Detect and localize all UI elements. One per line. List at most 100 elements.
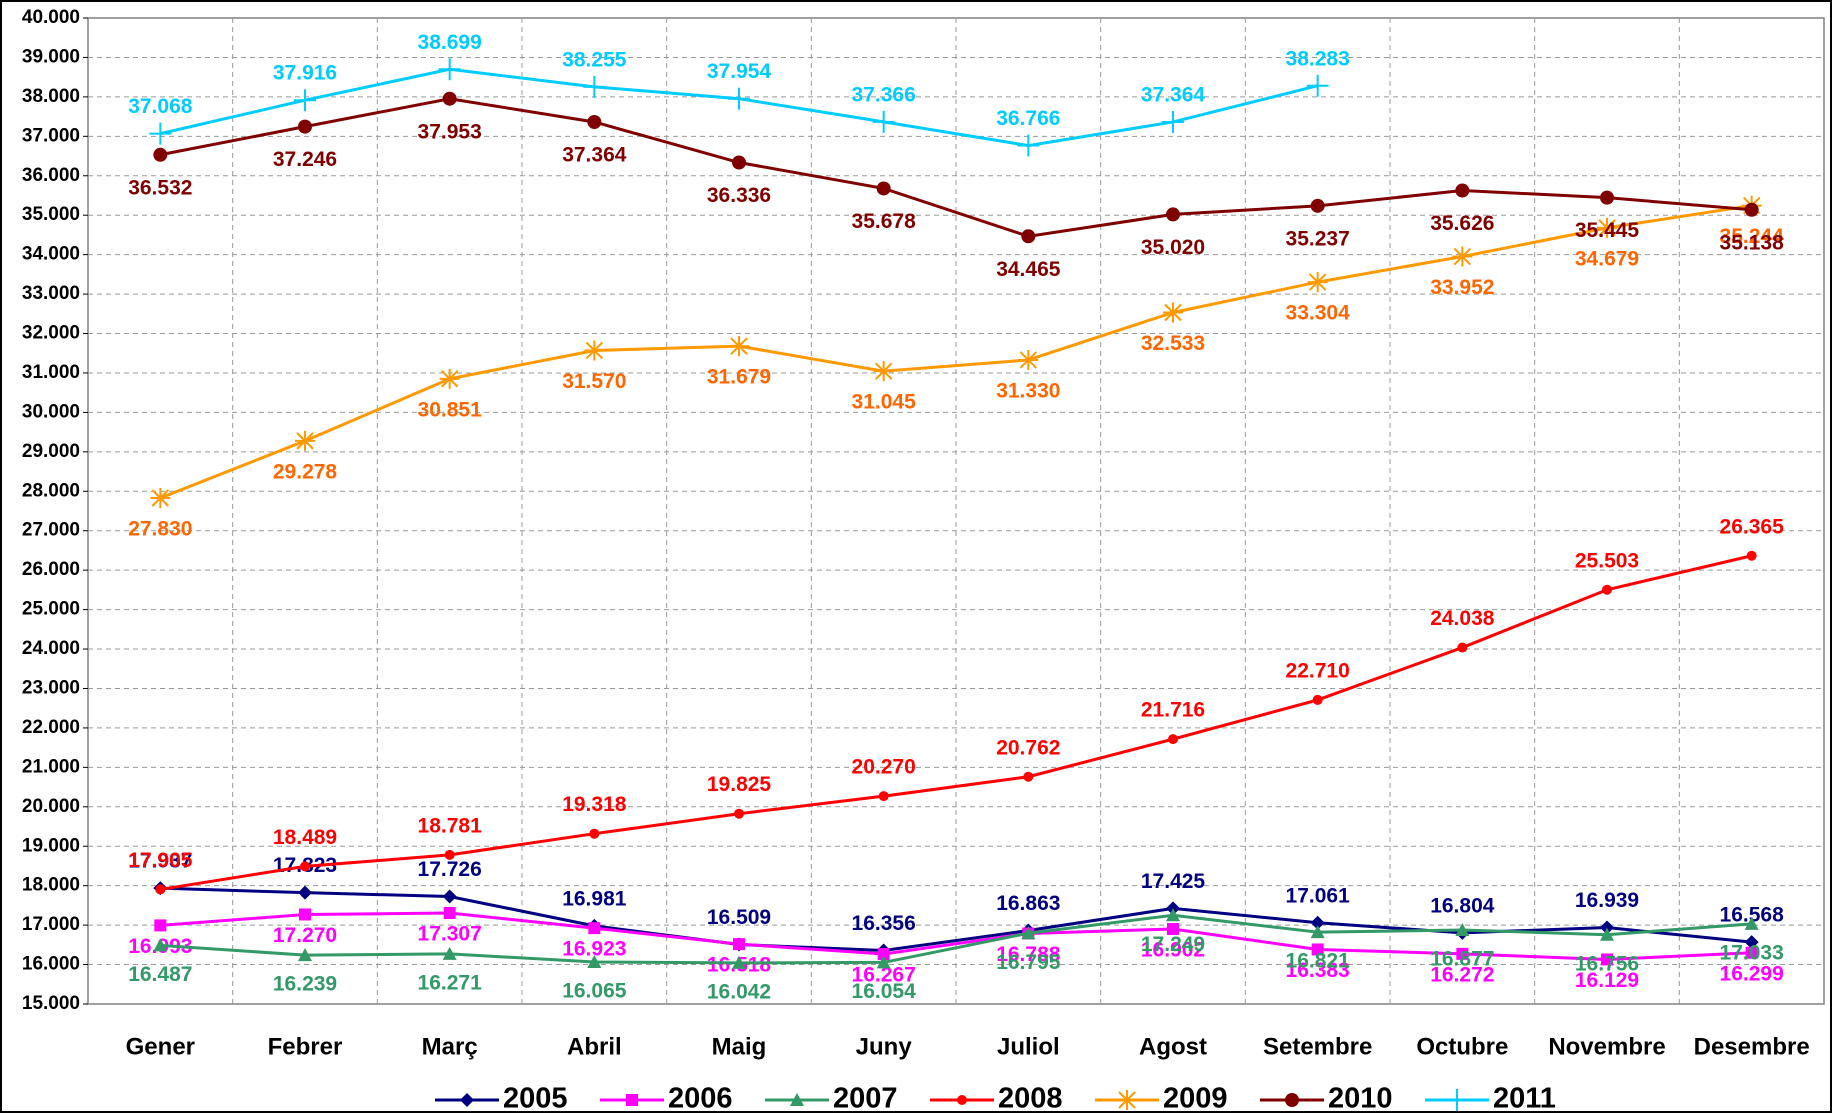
value-label: 37.916 [273,62,337,85]
point-marker [1023,771,1034,782]
value-label: 16.065 [562,980,627,1003]
value-label: 17.726 [418,858,482,881]
value-label: 17.249 [1141,933,1205,956]
x-tick-label: Setembre [1263,1033,1372,1060]
value-label: 36.532 [128,176,192,199]
value-label: 16.923 [562,938,626,961]
x-tick-label: Abril [567,1033,622,1060]
value-label: 17.425 [1141,870,1206,893]
point-marker [1312,694,1323,705]
point-marker [298,119,312,134]
value-label: 16.271 [418,971,483,994]
y-tick-label: 37.000 [22,125,80,146]
value-label: 16.267 [852,964,916,987]
point-marker [584,340,605,361]
x-tick-label: Octubre [1416,1033,1508,1060]
x-tick-label: Juliol [997,1033,1060,1060]
value-label: 18.489 [273,826,337,849]
x-tick-label: Febrer [268,1033,343,1060]
x-tick-label: Gener [126,1033,195,1060]
value-label: 37.953 [418,120,482,143]
point-marker [1455,922,1470,936]
point-marker [443,907,456,920]
point-marker [1021,926,1036,940]
y-tick-label: 20.000 [22,796,80,817]
point-marker [444,849,455,860]
point-marker [1310,925,1325,939]
y-tick-label: 22.000 [22,717,80,738]
value-label: 16.054 [852,980,917,1003]
value-label: 26.365 [1720,515,1785,538]
point-marker [1310,198,1325,213]
value-label: 35.678 [852,210,917,233]
value-label: 35.445 [1575,219,1640,242]
value-label: 16.129 [1575,969,1639,992]
point-marker [728,87,750,110]
value-label: 37.364 [562,144,627,167]
point-marker [1602,584,1612,595]
legend-marker [1285,1093,1299,1107]
value-label: 31.330 [996,379,1060,402]
point-marker [583,75,606,98]
point-marker [298,948,312,962]
point-marker [153,147,168,162]
point-marker [442,946,457,960]
point-marker [300,861,310,872]
point-marker [442,91,457,106]
point-marker [1744,916,1759,930]
y-tick-label: 23.000 [22,677,80,698]
y-tick-label: 26.000 [22,559,80,580]
value-label: 32.533 [1141,332,1205,355]
value-label: 27.830 [128,518,192,541]
value-label: 16.487 [128,963,192,986]
point-marker [1168,734,1178,745]
x-tick-label: Maig [712,1033,767,1060]
series-line [160,911,1752,961]
value-label: 35.237 [1286,227,1350,250]
point-marker [876,955,891,969]
legend-marker [1446,1089,1468,1111]
y-tick-label: 34.000 [22,244,80,265]
point-marker [733,938,745,951]
value-label: 38.283 [1286,47,1350,70]
y-tick-label: 17.000 [22,914,80,935]
point-marker [1746,550,1757,561]
point-marker [1306,74,1329,97]
point-marker [1601,953,1613,966]
legend-label: 2010 [1328,1083,1393,1113]
y-tick-label: 28.000 [22,480,80,501]
value-label: 16.356 [852,912,916,935]
value-label: 16.568 [1720,904,1785,927]
y-tick-label: 24.000 [22,638,80,659]
point-marker [150,487,171,508]
value-label: 17.905 [128,849,193,872]
series-line [160,554,1753,891]
x-tick-label: Març [422,1033,478,1060]
point-marker [878,791,889,802]
y-tick-label: 18.000 [22,875,80,896]
point-marker [1597,217,1617,238]
point-marker [1018,349,1039,370]
value-label: 36.336 [707,184,771,207]
y-tick-label: 29.000 [22,441,80,462]
point-marker [732,155,746,170]
series-line [160,97,1752,238]
point-marker [299,908,311,921]
point-marker [1162,110,1184,133]
point-marker [1311,943,1324,956]
value-label: 16.795 [996,951,1061,974]
point-marker [1457,642,1468,653]
value-label: 34.465 [996,258,1061,281]
value-label: 19.318 [562,793,627,816]
value-label: 16.299 [1720,962,1784,985]
value-label: 20.270 [852,756,916,779]
y-tick-label: 33.000 [22,283,80,304]
y-tick-label: 25.000 [22,599,80,620]
value-label: 16.272 [1430,963,1494,986]
legend-marker [626,1094,638,1106]
value-label: 29.278 [273,460,338,483]
point-marker [1452,246,1473,267]
point-marker [154,919,167,932]
value-label: 16.239 [273,973,337,996]
